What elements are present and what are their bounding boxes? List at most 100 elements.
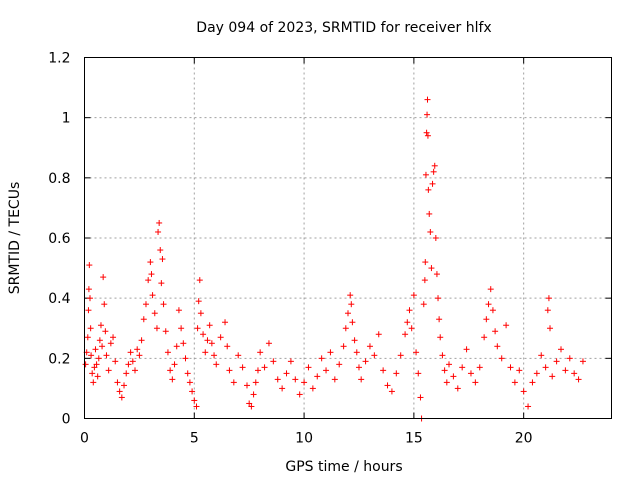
data-point — [427, 228, 434, 235]
data-point — [94, 373, 101, 380]
y-tick-label: 1 — [62, 111, 71, 127]
data-point — [287, 358, 294, 365]
data-point — [90, 379, 97, 386]
data-point — [180, 340, 187, 347]
data-point — [235, 352, 242, 359]
data-point — [342, 325, 349, 332]
data-point — [142, 301, 149, 308]
data-point — [467, 370, 474, 377]
data-point — [116, 388, 123, 395]
data-point — [265, 340, 272, 347]
data-point — [145, 277, 152, 284]
data-point — [353, 349, 360, 356]
data-point — [171, 361, 178, 368]
y-axis-label: SRMTID / TECUs — [7, 182, 23, 295]
data-point — [95, 355, 102, 362]
data-point — [157, 247, 164, 254]
data-point — [186, 379, 193, 386]
data-point — [178, 325, 185, 332]
data-point — [182, 355, 189, 362]
data-point — [402, 331, 409, 338]
y-tick-label: 0.4 — [48, 291, 70, 307]
data-point — [454, 385, 461, 392]
data-point — [194, 325, 201, 332]
y-tick-label: 0.2 — [48, 351, 70, 367]
x-tick-label: 5 — [190, 431, 199, 447]
data-point — [424, 132, 431, 139]
x-axis-label: GPS time / hours — [285, 459, 402, 475]
data-point — [388, 388, 395, 395]
data-point — [147, 259, 154, 266]
data-point — [184, 370, 191, 377]
ticks — [84, 57, 612, 419]
data-point — [274, 376, 281, 383]
data-point — [545, 295, 552, 302]
data-point — [487, 286, 494, 293]
data-point — [393, 370, 400, 377]
x-tick-label: 15 — [405, 431, 423, 447]
data-point — [446, 361, 453, 368]
scatter-points — [82, 96, 586, 422]
data-point — [450, 373, 457, 380]
data-point — [173, 343, 180, 350]
data-point — [292, 376, 299, 383]
data-point — [239, 364, 246, 371]
data-point — [529, 379, 536, 386]
data-point — [437, 334, 444, 341]
data-point — [507, 364, 514, 371]
data-point — [84, 334, 91, 341]
data-point — [91, 364, 98, 371]
data-point — [375, 331, 382, 338]
data-point — [355, 364, 362, 371]
data-point — [105, 367, 112, 374]
data-point — [132, 367, 139, 374]
data-point — [511, 379, 518, 386]
data-point — [254, 367, 261, 374]
data-point — [134, 346, 141, 353]
data-point — [151, 310, 158, 317]
grid — [84, 57, 612, 419]
data-point — [121, 382, 128, 389]
data-point — [195, 298, 202, 305]
data-point — [97, 322, 104, 329]
data-point — [366, 343, 373, 350]
data-point — [162, 328, 169, 335]
data-point — [169, 376, 176, 383]
data-point — [283, 370, 290, 377]
data-point — [425, 186, 432, 193]
data-point — [538, 352, 545, 359]
data-point — [159, 256, 166, 263]
data-point — [193, 403, 200, 410]
data-point — [160, 301, 167, 308]
data-point — [87, 325, 94, 332]
data-point — [566, 355, 573, 362]
data-point — [270, 358, 277, 365]
data-point — [167, 367, 174, 374]
data-point — [485, 301, 492, 308]
data-point — [483, 316, 490, 323]
data-point — [112, 358, 119, 365]
data-point — [544, 307, 551, 314]
data-point — [211, 352, 218, 359]
data-point — [175, 307, 182, 314]
data-point — [85, 286, 92, 293]
data-point — [340, 343, 347, 350]
data-point — [136, 352, 143, 359]
data-point — [230, 379, 237, 386]
data-point — [208, 340, 215, 347]
data-point — [125, 361, 132, 368]
data-point — [433, 271, 440, 278]
data-point — [138, 337, 145, 344]
data-point — [516, 367, 523, 374]
data-point — [498, 355, 505, 362]
data-point — [140, 316, 147, 323]
data-point — [156, 219, 163, 226]
data-point — [82, 361, 89, 368]
data-point — [362, 358, 369, 365]
data-point — [86, 295, 93, 302]
data-point — [89, 370, 96, 377]
chart-title: Day 094 of 2023, SRMTID for receiver hlf… — [196, 20, 491, 36]
data-point — [525, 403, 532, 410]
data-point — [129, 358, 136, 365]
